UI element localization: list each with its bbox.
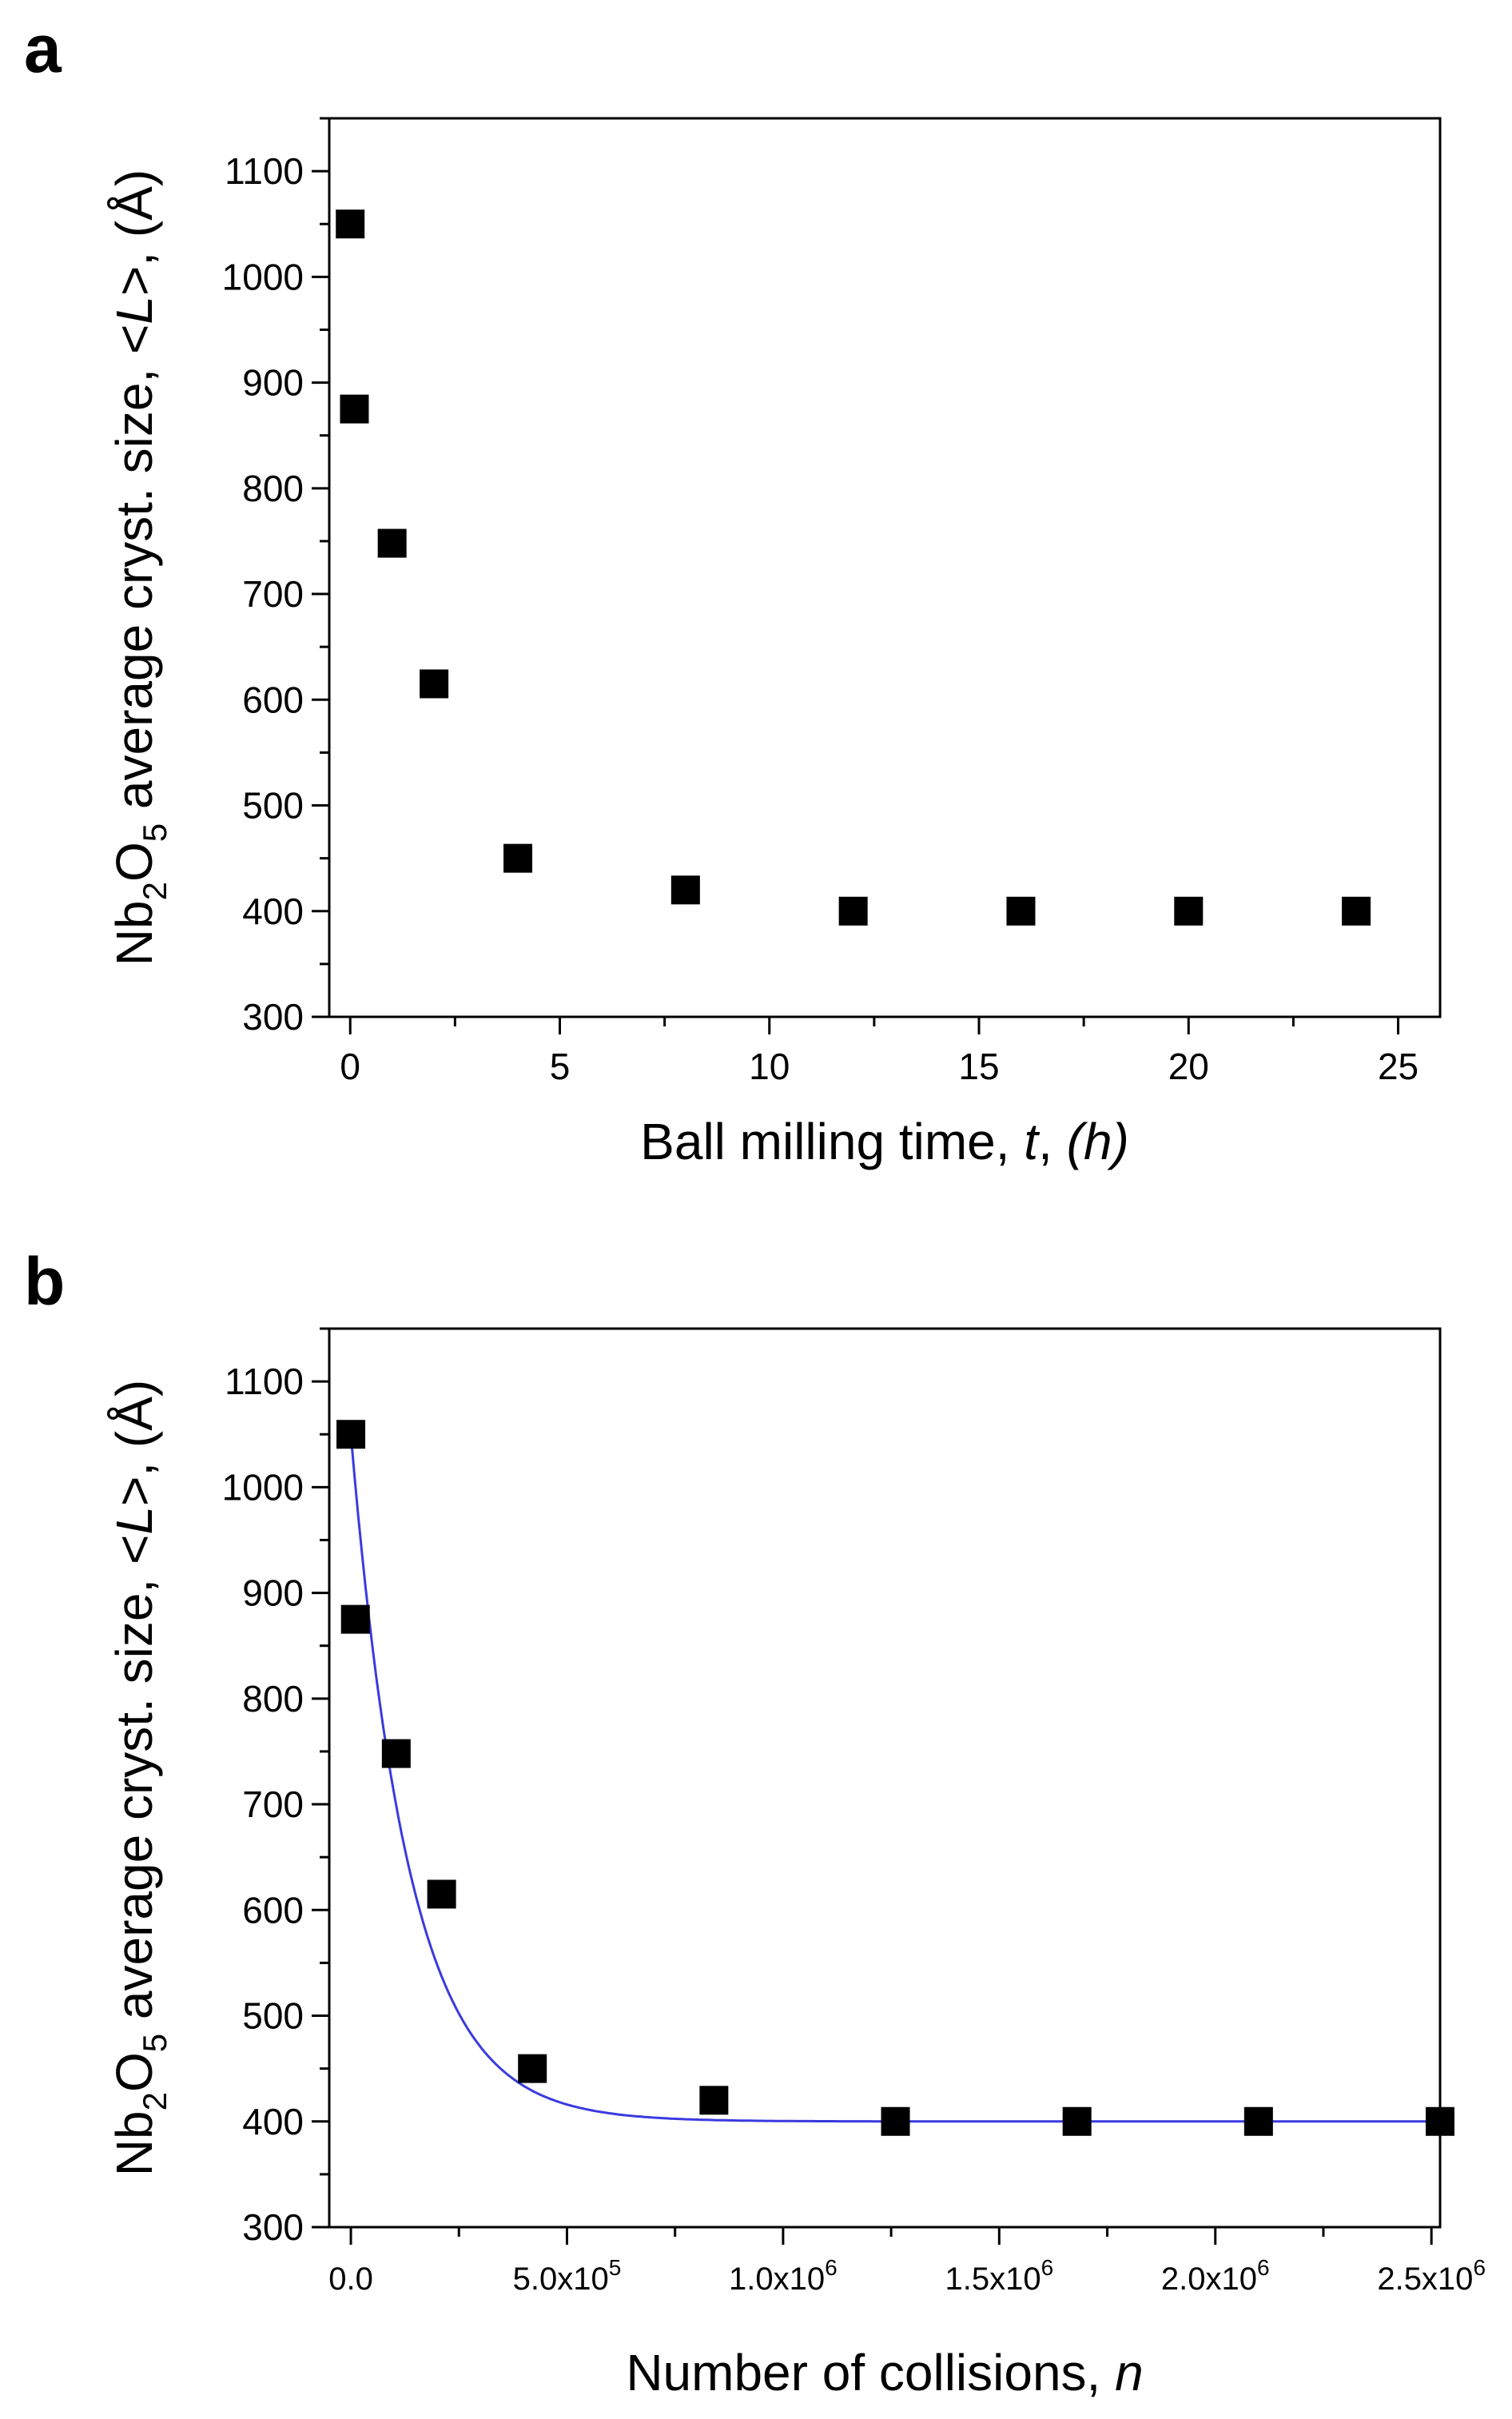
y-tick-label: 500 [242,1995,304,2037]
x-axis-title-part: n [1115,2344,1144,2401]
y-tick-label: 400 [242,2101,304,2142]
y-axis-title: Nb2O5 average cryst. size, <L>, (Å) [105,1380,173,2176]
y-axis-title-part: Nb [105,2110,163,2176]
y-tick-label: 1100 [225,1361,304,1402]
x-tick-mantissa: 5.0x10 [513,2262,609,2297]
y-axis-title-part: Nb [105,900,163,966]
y-tick-label: 900 [242,362,304,404]
data-point [377,528,407,558]
data-point [340,1604,370,1634]
data-point [427,1879,456,1909]
plot-frame [328,117,1442,1018]
x-tick-exponent: 5 [609,2255,622,2280]
data-point [336,1420,366,1449]
x-axis-title: Number of collisions, n [626,2344,1143,2401]
x-axis-title: Ball milling time, t, (h) [640,1113,1129,1170]
data-point [670,875,700,905]
x-tick-label: 5 [550,1046,571,1087]
x-axis-title-part: , [1038,1113,1067,1170]
panel-label: a [24,11,62,86]
panel-label: b [24,1244,65,1319]
x-tick-label: 2.5x106 [1377,2255,1486,2297]
x-tick-exponent: 6 [1041,2255,1054,2280]
data-point [1174,896,1204,926]
y-axis-title-subscript: 2 [136,2092,173,2110]
x-tick-mantissa: 2.0x10 [1161,2262,1257,2297]
data-point [420,669,449,699]
x-tick-label: 1.0x106 [729,2255,838,2297]
x-axis-title-part: Number of collisions, [626,2344,1115,2401]
x-tick-mantissa: 2.5x10 [1377,2262,1473,2297]
y-tick-label: 500 [242,785,304,827]
y-tick-label: 1000 [222,256,304,297]
y-axis-title-part: average cryst. size, < [105,325,163,823]
y-tick-label: 700 [242,1783,304,1825]
x-tick-label: 0 [340,1046,360,1087]
y-tick-label: 800 [242,468,304,509]
x-axis-title-part: t [1024,1113,1040,1170]
data-point [1006,896,1036,926]
x-tick-label: 15 [958,1046,999,1087]
x-tick-mantissa: 1.5x10 [945,2262,1040,2297]
x-axis-title-part: Ball milling time, [640,1113,1024,1170]
data-point [503,843,533,873]
data-point [1342,896,1371,926]
data-point [1426,2106,1454,2136]
y-axis-title-subscript: 5 [136,823,173,842]
data-point [518,2054,547,2083]
x-axis-title-part: (h) [1067,1113,1129,1170]
y-axis-title: Nb2O5 average cryst. size, <L>, (Å) [105,169,173,966]
x-tick-exponent: 6 [1257,2255,1270,2280]
fit-curve [349,1434,1440,2123]
data-point [340,394,369,424]
y-tick-label: 1100 [225,150,304,192]
data-point [336,209,365,239]
y-axis-title-part: L [105,1506,163,1535]
y-tick-label: 800 [242,1678,304,1720]
y-tick-label: 1000 [222,1466,304,1508]
x-tick-label: 20 [1168,1046,1209,1087]
data-point [699,2086,729,2115]
y-axis-title-part: O [105,842,163,882]
y-tick-label: 600 [242,679,304,720]
data-point [381,1739,411,1768]
data-point [881,2106,910,2136]
data-point [1243,2106,1273,2136]
x-tick-exponent: 6 [1473,2255,1486,2280]
y-tick-label: 300 [242,2206,304,2248]
y-tick-label: 400 [242,891,304,932]
x-tick-label: 2.0x106 [1161,2255,1270,2297]
y-axis-title-subscript: 2 [136,882,173,900]
data-point [838,896,868,926]
y-axis-title-part: O [105,2052,163,2092]
y-axis-title-subscript: 5 [136,2034,173,2052]
y-axis-title-part: average cryst. size, < [105,1535,163,2034]
x-tick-mantissa: 1.0x10 [729,2262,825,2297]
y-axis-title-part: L [105,296,163,325]
x-tick-mantissa: 0.0 [328,2262,373,2297]
y-axis-title-part: >, (Å) [105,1380,163,1506]
y-tick-label: 300 [242,996,304,1038]
y-axis-title-part: >, (Å) [105,169,163,296]
x-tick-label: 0.0 [328,2262,373,2297]
data-point [1062,2106,1092,2136]
plot-frame [328,1327,1442,2229]
y-tick-label: 700 [242,573,304,615]
x-tick-label: 10 [749,1046,790,1087]
y-tick-label: 900 [242,1572,304,1614]
x-tick-exponent: 6 [825,2255,838,2280]
x-tick-label: 1.5x106 [945,2255,1053,2297]
x-tick-label: 25 [1378,1046,1418,1087]
y-tick-label: 600 [242,1889,304,1931]
x-tick-label: 5.0x105 [513,2255,622,2297]
